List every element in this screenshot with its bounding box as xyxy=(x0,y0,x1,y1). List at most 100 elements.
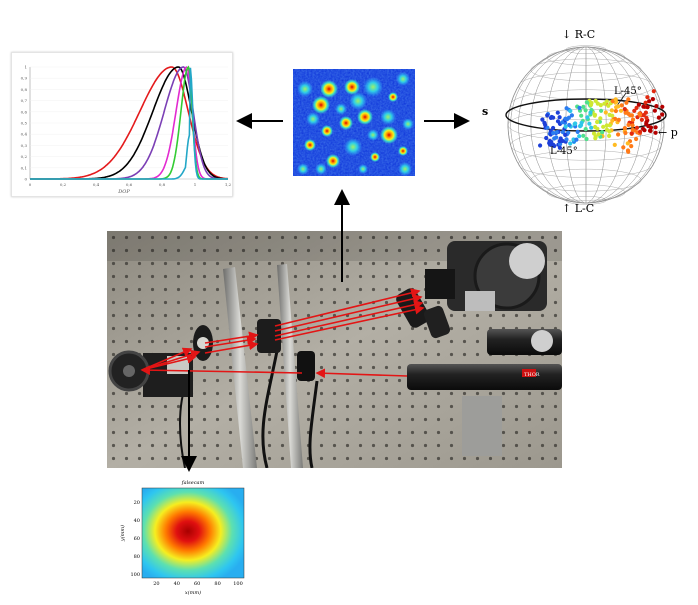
sphere-point xyxy=(577,105,582,110)
sphere-point xyxy=(557,115,562,120)
sphere-point xyxy=(646,124,651,129)
sphere-point xyxy=(602,101,607,106)
sphere-point xyxy=(547,138,552,144)
sphere-point xyxy=(607,123,613,128)
sphere-point xyxy=(552,136,557,141)
speckle-spot xyxy=(367,129,379,141)
sphere-wireframe xyxy=(505,45,667,205)
sphere-point xyxy=(555,119,561,124)
sphere-point xyxy=(592,113,597,118)
optical-rail xyxy=(223,264,303,468)
beam-x-tick-label: 40 xyxy=(174,581,180,587)
dop-y-tick-label: 0,7 xyxy=(21,98,28,103)
speckle-spot xyxy=(344,79,360,95)
sphere-point xyxy=(599,108,604,113)
beam-y-tick-label: 100 xyxy=(130,572,140,578)
sphere-point xyxy=(652,108,657,113)
sphere-point xyxy=(634,125,640,130)
sphere-point xyxy=(624,100,629,105)
dop-y-tick-label: 0 xyxy=(24,177,27,182)
dop-plot-axes: 0 0,1 0,2 0,3 0,4 0,5 0,6 0,7 0,8 0,9 1 0 0,2 0,4 0,6 0… xyxy=(21,65,232,188)
speckle-spot xyxy=(398,162,412,176)
sphere-point xyxy=(642,128,647,133)
beam-profile-image: falsecam 20 40 60 80 100 20 40 60 80 100 x(mm) y(… xyxy=(116,478,250,596)
speckle-pattern-image xyxy=(293,69,415,176)
speckle-spot xyxy=(358,164,368,174)
speckle-spot xyxy=(326,154,340,168)
sphere-point xyxy=(626,97,631,102)
sphere-point xyxy=(568,141,573,146)
sphere-point xyxy=(549,114,554,120)
sphere-point xyxy=(581,133,586,138)
speckle-pattern-svg xyxy=(293,69,415,176)
dop-y-tick-label: 0,5 xyxy=(21,121,28,126)
cable xyxy=(261,350,279,469)
sphere-point xyxy=(621,145,626,150)
sphere-point xyxy=(598,116,603,121)
sphere-point xyxy=(625,141,630,146)
sphere-point xyxy=(629,144,634,149)
dop-x-tick-label: 1,2 xyxy=(225,182,232,187)
optical-setup-photo: THOR xyxy=(107,231,562,469)
speckle-spot xyxy=(297,163,309,175)
speckle-spot xyxy=(363,77,383,97)
sphere-point xyxy=(623,130,628,136)
sphere-point xyxy=(656,115,661,120)
sphere-point xyxy=(566,115,571,120)
lens-mount xyxy=(396,288,430,328)
sphere-point xyxy=(584,136,589,142)
sphere-point xyxy=(555,110,560,115)
speckle-spot xyxy=(304,139,316,151)
speckle-spot xyxy=(388,92,398,102)
sphere-point xyxy=(554,130,559,135)
sphere-point xyxy=(583,127,588,132)
sphere-point xyxy=(653,125,658,130)
speckle-spot xyxy=(380,109,396,125)
beam-profile-ticks: 20 40 60 80 100 20 40 60 80 100 xyxy=(130,487,245,587)
sphere-point xyxy=(551,125,556,131)
sphere-point xyxy=(600,130,605,135)
beam-x-tick-label: 60 xyxy=(194,581,200,587)
dop-curve xyxy=(30,67,228,180)
sphere-point xyxy=(557,145,562,150)
dop-y-tick-label: 0,1 xyxy=(21,165,27,170)
sphere-point xyxy=(610,118,615,123)
speckle-spot xyxy=(398,146,408,156)
beam-profile-svg: falsecam 20 40 60 80 100 20 40 60 80 100 x(mm) y(… xyxy=(119,480,245,596)
sphere-point xyxy=(544,135,549,141)
sphere-point xyxy=(636,102,641,107)
sphere-point xyxy=(641,104,646,109)
sphere-point xyxy=(630,117,636,122)
sphere-point xyxy=(634,105,639,110)
sphere-point xyxy=(634,136,639,142)
sphere-point xyxy=(593,98,598,103)
sphere-point xyxy=(613,97,618,102)
beam-x-tick-label: 20 xyxy=(153,581,159,587)
speckle-spot xyxy=(306,112,320,126)
sphere-point xyxy=(578,123,584,128)
sphere-point xyxy=(589,125,594,130)
speckle-spot xyxy=(297,81,313,97)
dop-y-tick-label: 0,8 xyxy=(21,87,28,92)
sphere-point xyxy=(616,117,621,122)
sphere-point xyxy=(588,102,594,107)
sphere-point xyxy=(626,122,631,127)
sphere-point xyxy=(616,132,621,137)
sphere-point xyxy=(637,112,643,117)
speckle-spot xyxy=(339,116,353,130)
speckle-spot xyxy=(335,103,347,115)
sphere-point xyxy=(604,127,609,132)
beam-x-tick-label: 100 xyxy=(233,581,243,587)
speckle-spot xyxy=(349,92,367,110)
sphere-point xyxy=(619,103,624,108)
sphere-point xyxy=(632,108,637,113)
dop-x-axis-label: DOP xyxy=(117,189,130,195)
speckle-spot xyxy=(380,126,398,144)
sphere-point xyxy=(563,124,568,129)
poincare-sphere: ↓ R-C ↑ L-C ← p s L-45° L-45° xyxy=(478,18,698,218)
sphere-point xyxy=(588,110,593,115)
sphere-point xyxy=(538,143,543,148)
beam-y-axis-label: y(mm) xyxy=(119,525,126,542)
dop-y-tick-label: 0,3 xyxy=(21,143,28,148)
sphere-point xyxy=(644,115,649,120)
